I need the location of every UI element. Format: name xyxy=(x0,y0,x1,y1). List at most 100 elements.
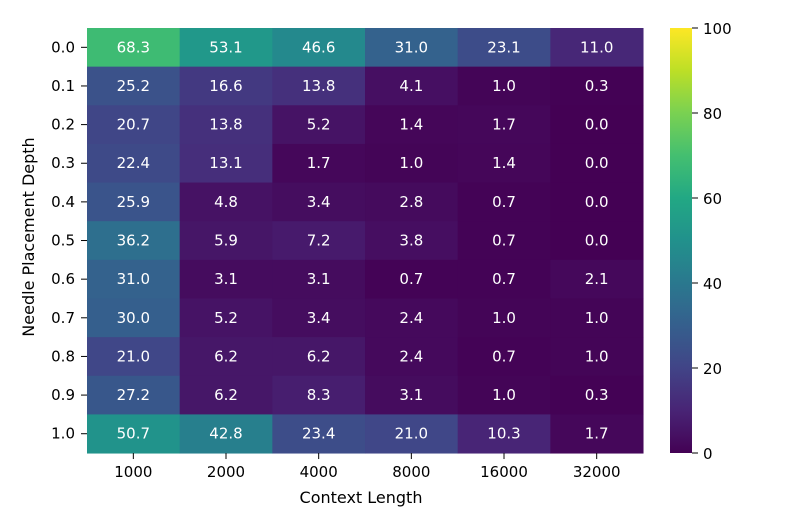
heatmap-cell xyxy=(550,143,644,184)
heatmap-cell xyxy=(272,182,366,222)
heatmap-cell xyxy=(272,414,366,454)
cell-value-label: 6.2 xyxy=(307,347,331,365)
cell-value-label: 8.3 xyxy=(307,386,331,404)
cell-value-label: 2.4 xyxy=(399,309,423,327)
heatmap-cell xyxy=(365,143,459,184)
cell-value-label: 3.4 xyxy=(307,309,331,327)
heatmap-cell xyxy=(179,375,273,415)
heatmap-cell xyxy=(87,182,181,222)
heatmap-cell xyxy=(457,298,551,338)
y-tick-label: 0.4 xyxy=(51,193,75,211)
heatmap-cell xyxy=(272,105,366,145)
colorbar: 0 20 40 60 80 100 xyxy=(670,20,732,463)
x-tick-label: 8000 xyxy=(392,463,430,481)
heatmap-cell xyxy=(272,221,366,261)
cell-value-label: 3.1 xyxy=(399,386,423,404)
y-axis-label: Needle Placement Depth xyxy=(19,137,38,336)
cell-value-label: 4.1 xyxy=(399,77,423,95)
heatmap-cell xyxy=(179,66,273,106)
heatmap-cell xyxy=(87,259,181,299)
heatmap-cell xyxy=(457,66,551,106)
cell-value-label: 3.8 xyxy=(399,232,423,250)
heatmap-cell xyxy=(179,105,273,145)
heatmap-cell xyxy=(87,105,181,145)
cell-value-label: 30.0 xyxy=(117,309,150,327)
cell-value-label: 27.2 xyxy=(117,386,150,404)
cell-value-label: 0.0 xyxy=(585,193,609,211)
heatmap-cell xyxy=(550,375,644,415)
cell-value-label: 1.0 xyxy=(585,347,609,365)
cell-value-label: 1.0 xyxy=(399,154,423,172)
cell-value-label: 68.3 xyxy=(117,38,150,56)
y-tick-label: 0.9 xyxy=(51,386,75,404)
cell-value-label: 1.0 xyxy=(585,309,609,327)
heatmap-cell xyxy=(272,143,366,184)
heatmap-cell xyxy=(87,221,181,261)
heatmap-cell xyxy=(550,337,644,377)
heatmap-cell xyxy=(550,414,644,454)
heatmap-cell xyxy=(365,28,459,68)
cell-value-label: 0.0 xyxy=(585,232,609,250)
heatmap-cell xyxy=(550,105,644,145)
heatmap-cell xyxy=(457,143,551,184)
colorbar-gradient xyxy=(670,28,692,453)
heatmap-cell xyxy=(87,66,181,106)
x-tick-label: 1000 xyxy=(114,463,152,481)
y-tick-label: 0.7 xyxy=(51,309,75,327)
heatmap-cell xyxy=(550,298,644,338)
cell-value-label: 1.7 xyxy=(492,116,516,134)
heatmap-cell xyxy=(457,337,551,377)
cell-value-label: 0.3 xyxy=(585,77,609,95)
heatmap-cell xyxy=(179,221,273,261)
heatmap-cell xyxy=(272,259,366,299)
y-tick-label: 0.2 xyxy=(51,116,75,134)
y-tick-label: 0.3 xyxy=(51,154,75,172)
cell-value-label: 16.6 xyxy=(209,77,242,95)
heatmap-cell xyxy=(272,298,366,338)
cell-value-label: 46.6 xyxy=(302,38,335,56)
cell-value-label: 21.0 xyxy=(395,425,428,443)
heatmap-cell xyxy=(550,66,644,106)
y-tick-label: 1.0 xyxy=(51,425,75,443)
heatmap-cell xyxy=(87,414,181,454)
cell-value-label: 1.7 xyxy=(585,425,609,443)
heatmap-cell xyxy=(272,375,366,415)
cell-value-label: 2.4 xyxy=(399,347,423,365)
cell-value-label: 4.8 xyxy=(214,193,238,211)
x-axis-label: Context Length xyxy=(300,488,423,507)
heatmap-cell xyxy=(550,259,644,299)
cell-value-label: 1.0 xyxy=(492,309,516,327)
heatmap-cell xyxy=(365,259,459,299)
heatmap-cell xyxy=(550,28,644,68)
cell-value-label: 6.2 xyxy=(214,386,238,404)
cell-value-label: 1.0 xyxy=(492,386,516,404)
cell-value-label: 31.0 xyxy=(395,38,428,56)
heatmap-cell xyxy=(550,182,644,222)
cell-value-label: 0.7 xyxy=(399,270,423,288)
colorbar-tick-label: 40 xyxy=(703,275,722,293)
cell-value-label: 1.0 xyxy=(492,77,516,95)
y-tick-label: 0.6 xyxy=(51,270,75,288)
heatmap-cell xyxy=(87,298,181,338)
y-axis: 0.0 0.1 0.2 0.3 0.4 0.5 0.6 0.7 0.8 0.9 1.0 xyxy=(51,38,87,443)
cell-value-label: 23.1 xyxy=(487,38,520,56)
heatmap-cell xyxy=(179,28,273,68)
cell-value-label: 25.9 xyxy=(117,193,150,211)
y-tick-label: 0.5 xyxy=(51,232,75,250)
cell-value-label: 23.4 xyxy=(302,425,335,443)
cell-value-label: 2.8 xyxy=(399,193,423,211)
y-tick-label: 0.8 xyxy=(51,347,75,365)
cell-value-label: 42.8 xyxy=(209,425,242,443)
cell-value-label: 13.1 xyxy=(209,154,242,172)
heatmap-cell xyxy=(365,375,459,415)
heatmap-cell xyxy=(457,182,551,222)
cell-value-label: 0.7 xyxy=(492,270,516,288)
cell-value-label: 10.3 xyxy=(487,425,520,443)
colorbar-tick-label: 20 xyxy=(703,360,722,378)
heatmap-cell xyxy=(179,298,273,338)
y-tick-label: 0.0 xyxy=(51,38,75,56)
x-tick-label: 2000 xyxy=(207,463,245,481)
heatmap-cell xyxy=(272,337,366,377)
heatmap-cell xyxy=(179,414,273,454)
cell-value-label: 5.2 xyxy=(214,309,238,327)
